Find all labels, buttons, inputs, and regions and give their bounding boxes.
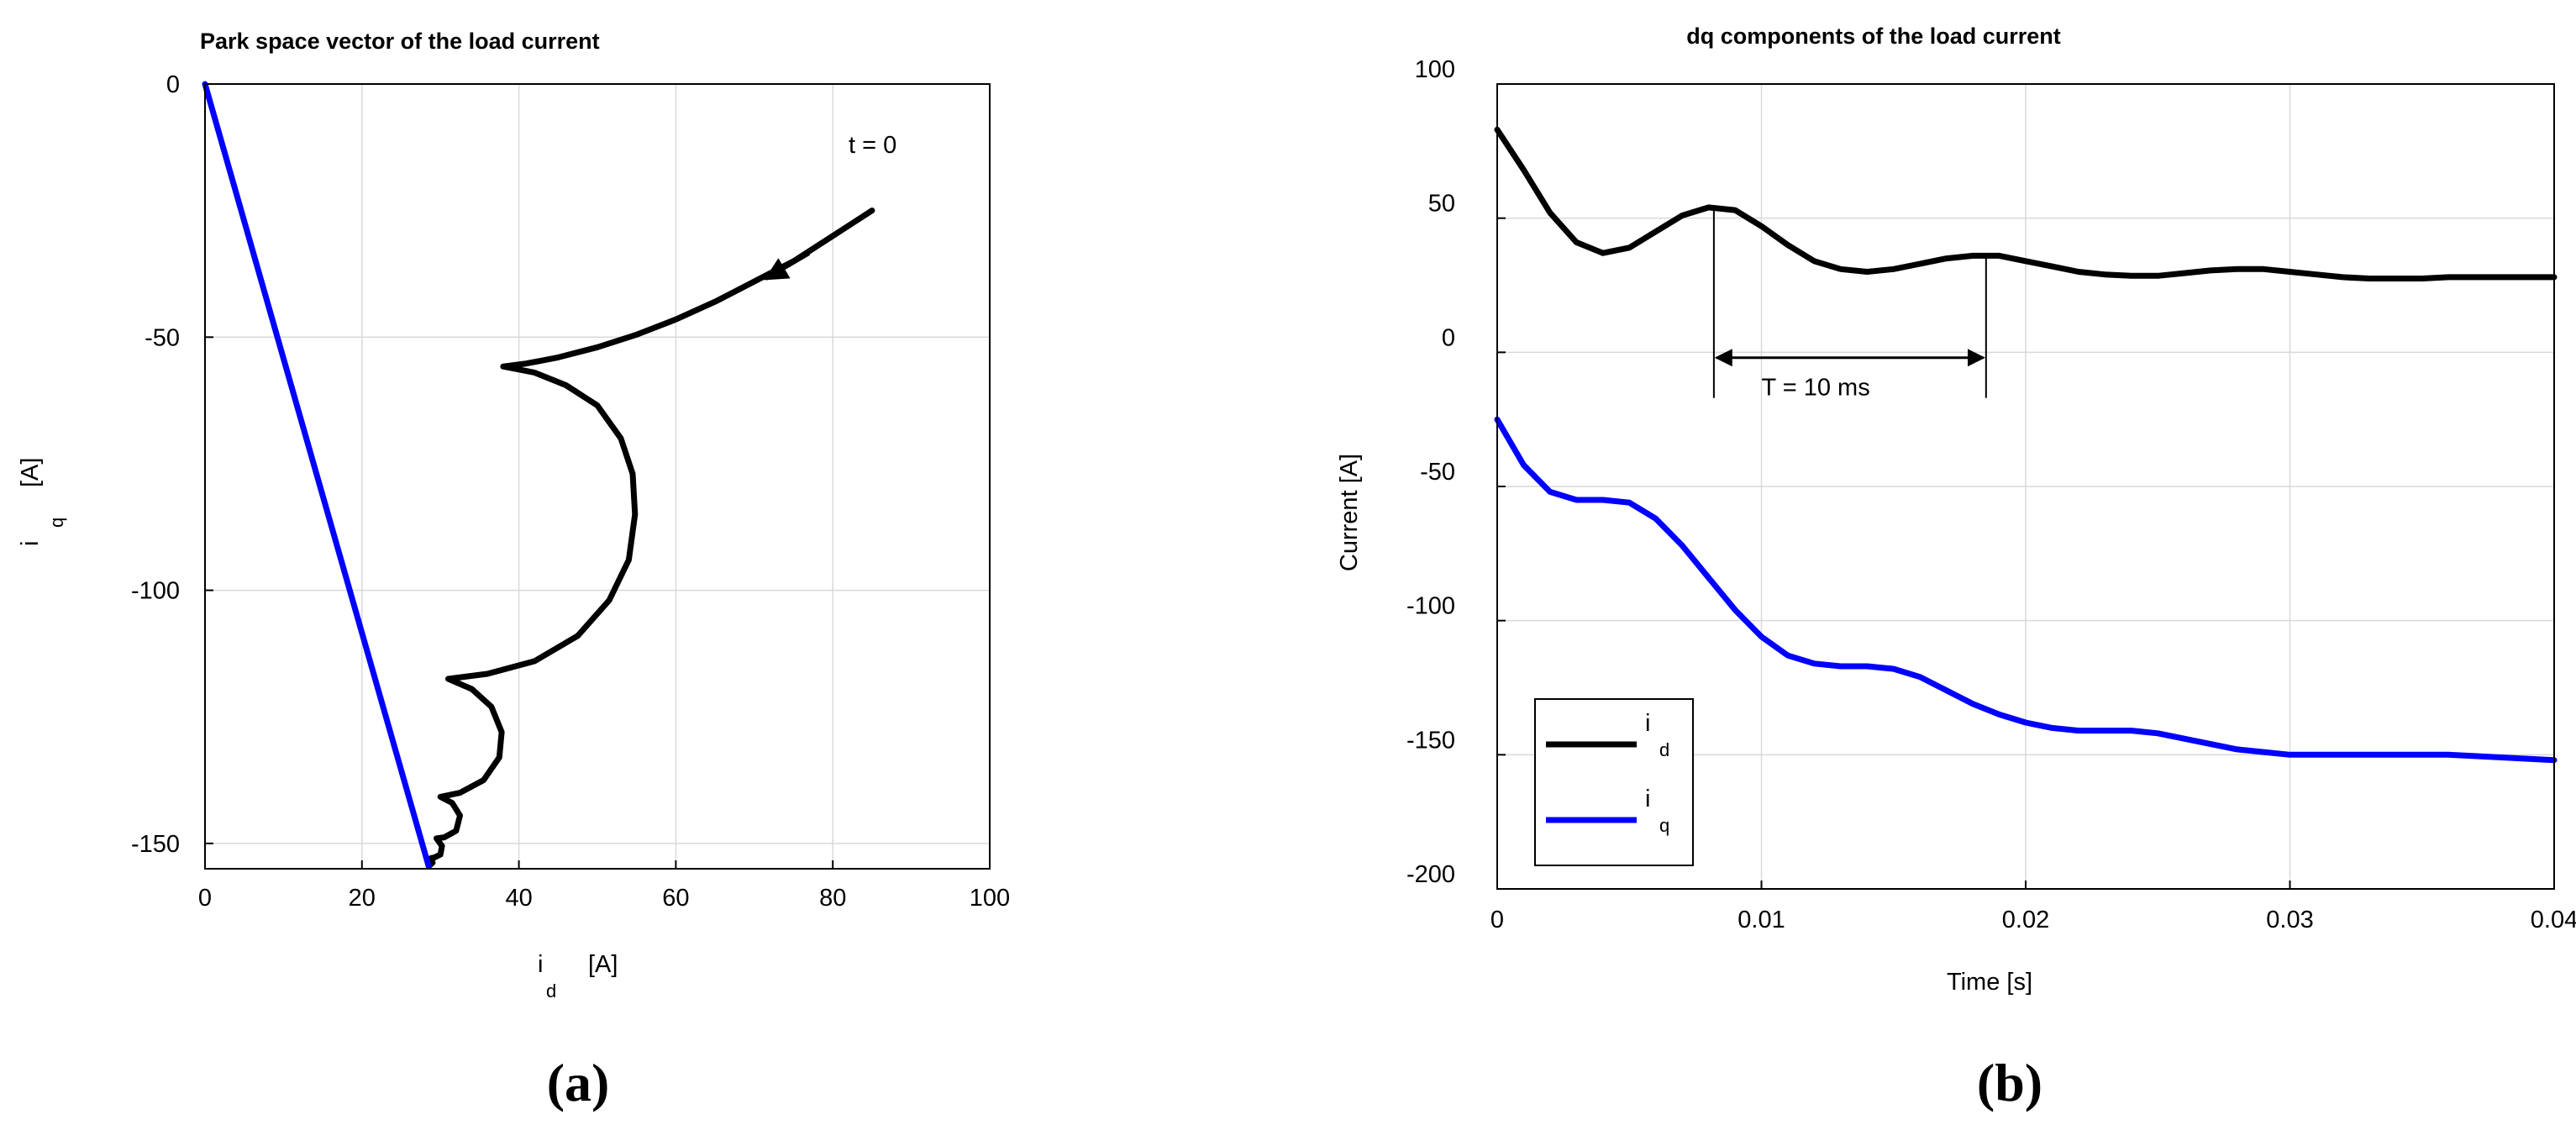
chart-a-space-vector-line xyxy=(202,81,432,870)
chart-b-ytick-label: 100 xyxy=(1415,56,1455,83)
chart-b-series-id-line xyxy=(1494,126,2558,281)
chart-b-ticks: 0 0.01 0.02 0.03 0.04 100 50 0 -50 -100 -150 -200 xyxy=(1406,56,2576,933)
chart-a-ytick-label: 0 xyxy=(166,71,180,98)
chart-b-ytick-label: -200 xyxy=(1406,861,1455,888)
chart-a-xlabel-main: i xyxy=(538,951,543,978)
chart-a-ytick-label: -100 xyxy=(131,578,180,605)
chart-a-xlabel-sub: d xyxy=(546,980,556,1001)
chart-a: Park space vector of the load current 0 2… xyxy=(17,29,1010,1112)
chart-a-ylabel: i q [A] xyxy=(17,458,67,546)
chart-a-ytick-label: -50 xyxy=(145,324,180,351)
chart-b-xtick-label: 0 xyxy=(1490,907,1504,933)
chart-a-frame xyxy=(204,83,991,870)
chart-b-xlabel: Time [s] xyxy=(1947,969,2032,996)
chart-b: dq components of the load current 0 0.01 0… xyxy=(1336,24,2576,1112)
chart-a-xtick-label: 20 xyxy=(349,885,376,912)
legend-label-iq-main: i xyxy=(1645,786,1650,812)
chart-b-series-iq-line xyxy=(1494,416,2558,764)
chart-a-xtick-label: 0 xyxy=(198,885,212,912)
chart-b-panel-label: (b) xyxy=(1977,1053,2042,1112)
period-label: T = 10 ms xyxy=(1762,374,1870,401)
chart-a-ylabel-sub: q xyxy=(46,518,67,528)
chart-a-panel-label: (a) xyxy=(547,1053,610,1112)
chart-b-title: dq components of the load current xyxy=(1686,24,2061,49)
chart-a-xtick-label: 80 xyxy=(819,885,846,912)
chart-a-grid xyxy=(204,83,991,869)
chart-a-annotation: t = 0 xyxy=(849,132,896,159)
legend-box xyxy=(1534,698,1694,866)
chart-b-series xyxy=(1494,126,2558,764)
chart-a-trajectory-line xyxy=(425,208,875,870)
chart-b-ytick-label: -100 xyxy=(1406,593,1455,620)
chart-a-ytick-label: -150 xyxy=(131,831,180,858)
chart-a-direction-arrow xyxy=(764,252,811,281)
chart-a-ylabel-unit: [A] xyxy=(17,458,44,487)
chart-a-ylabel-main: i xyxy=(17,541,44,546)
chart-b-xtick-label: 0.04 xyxy=(2531,907,2576,933)
chart-a-xtick-label: 40 xyxy=(505,885,532,912)
chart-b-period-annotation: T = 10 ms xyxy=(1712,210,1987,401)
chart-a-ticks: 0 20 40 60 80 100 0 -50 -100 -150 xyxy=(131,71,1010,912)
chart-b-ylabel: Current [A] xyxy=(1336,454,1363,571)
chart-a-xtick-label: 60 xyxy=(662,885,689,912)
legend-label-id-main: i xyxy=(1645,710,1650,737)
chart-b-ytick-label: -50 xyxy=(1420,459,1455,486)
chart-b-xtick-label: 0.02 xyxy=(2002,907,2049,933)
chart-a-xlabel-unit: [A] xyxy=(588,951,618,978)
chart-b-legend: i d i q xyxy=(1534,698,1694,866)
legend-label-iq-sub: q xyxy=(1659,815,1669,836)
chart-a-xlabel: i d [A] xyxy=(538,951,618,1001)
chart-b-ytick-label: 50 xyxy=(1428,191,1455,218)
chart-b-ytick-label: 0 xyxy=(1442,324,1455,351)
chart-b-xtick-label: 0.03 xyxy=(2266,907,2313,933)
chart-a-series xyxy=(202,81,875,870)
legend-label-id-sub: d xyxy=(1659,739,1669,760)
chart-a-title: Park space vector of the load current xyxy=(200,29,600,54)
chart-b-xtick-label: 0.01 xyxy=(1737,907,1785,933)
chart-a-xtick-label: 100 xyxy=(970,885,1010,912)
chart-b-ytick-label: -150 xyxy=(1406,727,1455,754)
